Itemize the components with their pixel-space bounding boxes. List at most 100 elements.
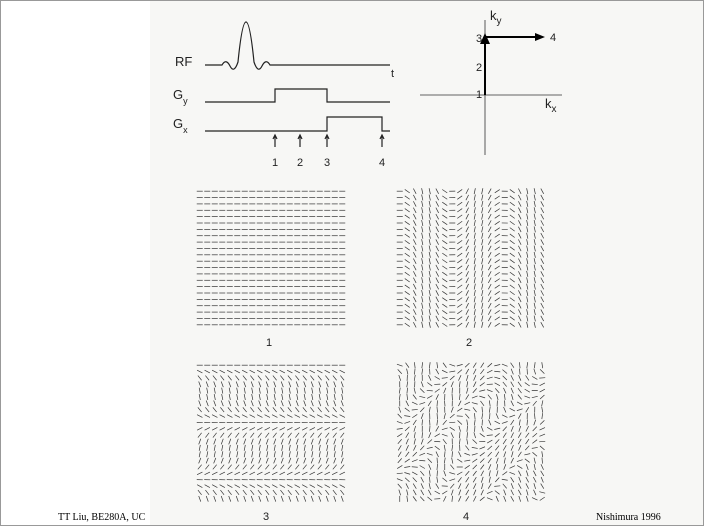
spin-dash	[457, 278, 463, 283]
spin-dash	[435, 309, 439, 315]
spin-dash	[509, 265, 515, 270]
spin-dash	[228, 438, 232, 445]
spin-dash	[220, 489, 225, 496]
spin-dash	[539, 369, 545, 374]
spin-dash	[427, 439, 433, 444]
spin-dash	[436, 400, 438, 407]
spin-dash	[509, 278, 515, 283]
spin-dash	[533, 277, 536, 284]
spin-dash	[503, 495, 507, 502]
spin-dash	[435, 426, 440, 432]
spin-dash	[405, 445, 409, 451]
spin-dash	[540, 322, 544, 328]
spin-dash	[540, 194, 544, 201]
spin-dash	[242, 464, 247, 470]
spin-dash	[326, 451, 329, 458]
spin-dash	[396, 421, 403, 424]
spin-dash	[428, 232, 431, 239]
spin-dash	[486, 434, 493, 436]
spin-dash	[457, 233, 463, 238]
spin-dash	[303, 451, 306, 458]
spin-dash	[435, 368, 440, 375]
spin-dash	[242, 432, 247, 438]
spin-dash	[481, 264, 484, 271]
spin-dash	[250, 400, 254, 407]
spin-dash	[339, 427, 346, 431]
spin-dash	[235, 438, 239, 445]
spin-dash	[488, 419, 492, 426]
spin-dash	[280, 432, 285, 438]
spin-dash	[294, 414, 301, 418]
spin-dash	[456, 471, 463, 476]
spin-dash	[294, 484, 301, 488]
spin-dash	[509, 303, 515, 308]
spin-dash	[525, 438, 530, 445]
spin-dash	[464, 401, 471, 406]
spin-dash	[413, 194, 417, 201]
spin-dash	[473, 368, 477, 375]
spin-dash	[517, 394, 522, 400]
spin-dash	[501, 421, 508, 424]
spin-dash	[243, 387, 246, 394]
spin-dash	[441, 433, 448, 437]
spin-dash	[332, 464, 337, 470]
spin-dash	[481, 251, 484, 258]
gx-sub: x	[183, 125, 188, 135]
spin-dash	[204, 471, 211, 476]
gy-sub: y	[183, 96, 188, 106]
spin-dash	[466, 387, 469, 394]
spin-dash	[294, 369, 301, 374]
spin-dash	[466, 374, 469, 381]
spin-dash	[318, 387, 321, 394]
spin-dash	[428, 264, 431, 271]
spin-dash	[296, 393, 299, 401]
panel-label: 2	[466, 337, 472, 349]
spin-dash	[451, 451, 453, 458]
spin-dash	[428, 194, 431, 201]
spin-dash	[309, 427, 316, 431]
spin-dash	[421, 258, 424, 265]
spin-dash	[510, 419, 515, 426]
spin-dash	[286, 484, 293, 488]
spin-dash	[301, 471, 308, 476]
spin-dash	[526, 309, 529, 316]
spin-dash	[427, 400, 432, 407]
spin-dash	[481, 406, 483, 413]
spin-dash	[494, 271, 500, 276]
spin-dash	[525, 483, 529, 489]
spin-dash	[404, 322, 410, 327]
spin-dash	[533, 302, 536, 309]
spin-dash	[457, 290, 463, 296]
spin-dash	[457, 214, 463, 219]
spin-dash	[517, 381, 522, 387]
spin-dash	[404, 227, 410, 232]
spin-dash	[257, 489, 262, 496]
spin-dash	[413, 290, 417, 296]
spin-dash	[271, 427, 278, 431]
spin-dash	[310, 489, 315, 496]
spin-dash	[219, 471, 226, 476]
spin-dash	[428, 464, 432, 470]
spin-dash	[258, 457, 262, 464]
spin-dash	[458, 438, 461, 445]
spin-dash	[457, 227, 463, 232]
spin-dash	[413, 220, 417, 226]
spin-dash	[465, 413, 470, 419]
panel-label: 1	[266, 337, 272, 349]
spin-dash	[426, 453, 433, 456]
spin-dash	[421, 296, 424, 303]
spin-dash	[340, 489, 345, 496]
spin-dash	[458, 425, 461, 432]
spin-dash	[526, 207, 529, 214]
spin-dash	[501, 363, 508, 367]
spin-dash	[196, 427, 203, 431]
spin-dash	[249, 369, 256, 374]
spin-dash	[465, 283, 469, 290]
spin-dash	[303, 400, 307, 407]
spin-dash	[495, 457, 499, 464]
spin-dash	[533, 489, 537, 496]
spin-dash	[518, 309, 522, 315]
spin-dash	[473, 375, 477, 381]
spin-dash	[488, 464, 492, 470]
spin-dash	[235, 489, 240, 496]
